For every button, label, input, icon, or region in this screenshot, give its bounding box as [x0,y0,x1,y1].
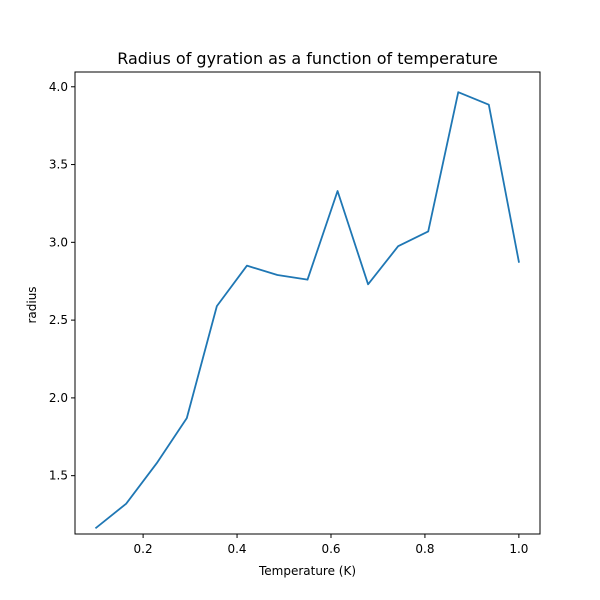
x-tick-label: 0.2 [134,542,153,556]
y-tick-label: 1.5 [49,469,68,483]
plot-frame [74,71,541,535]
chart-title: Radius of gyration as a function of temp… [117,49,498,68]
y-tick-label: 2.5 [49,313,68,327]
y-tick-label: 3.5 [49,158,68,172]
ticks-layer: 0.2 0.4 0.6 0.8 1.0 1.5 2.0 2.5 3.0 3.5 4.0 [49,80,529,556]
y-tick-label: 3.0 [49,235,68,249]
x-tick-label: 1.0 [509,542,528,556]
y-axis-label: radius [25,286,39,323]
x-axis-label: Temperature (K) [258,564,356,578]
y-tick-label: 4.0 [49,80,68,94]
x-tick-label: 0.8 [415,542,434,556]
series-line [94,91,520,530]
series-layer [94,91,520,530]
x-tick-label: 0.4 [227,542,246,556]
x-tick-label: 0.6 [321,542,340,556]
y-tick-label: 2.0 [49,391,68,405]
